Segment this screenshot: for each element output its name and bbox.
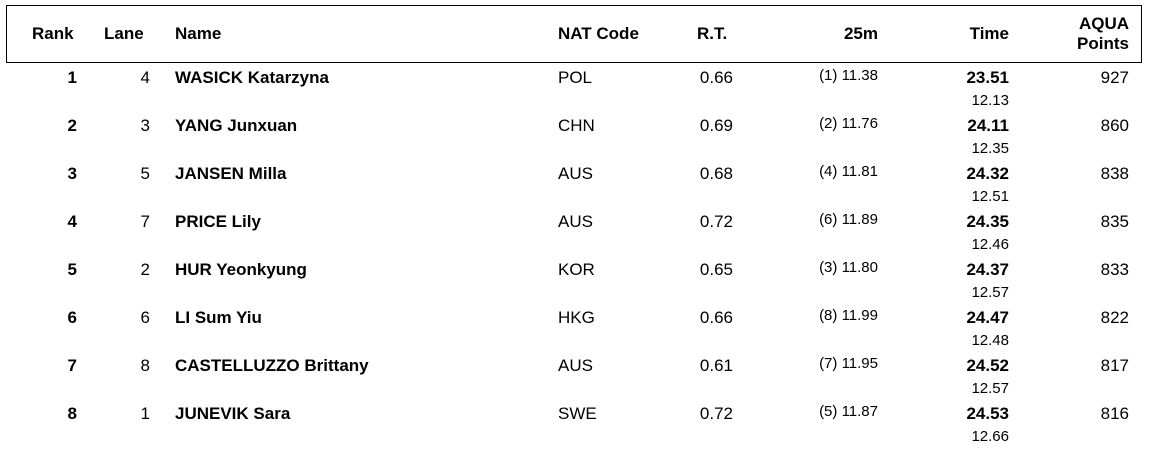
reaction-time: 0.61 bbox=[699, 356, 733, 375]
rank: 4 bbox=[67, 212, 77, 231]
nat-code: AUS bbox=[558, 212, 593, 231]
split-25m: (8) 11.99 bbox=[819, 307, 878, 324]
athlete-name: YANG Junxuan bbox=[175, 116, 298, 135]
lane: 3 bbox=[140, 116, 150, 135]
aqua-points: 822 bbox=[1100, 308, 1129, 327]
final-time: 24.35 bbox=[966, 212, 1009, 231]
column-header: 25m bbox=[843, 24, 878, 43]
column-header: R.T. bbox=[697, 24, 728, 43]
athlete-name: WASICK Katarzyna bbox=[175, 68, 329, 87]
column-header: Time bbox=[969, 24, 1009, 43]
nat-code: AUS bbox=[558, 356, 593, 375]
split-25m: (1) 11.38 bbox=[819, 67, 878, 84]
split-25m: (2) 11.76 bbox=[819, 115, 878, 132]
reaction-time: 0.66 bbox=[699, 68, 733, 87]
split-25m: (3) 11.80 bbox=[819, 259, 878, 276]
split-time: 12.35 bbox=[971, 140, 1009, 157]
split-time: 12.48 bbox=[971, 332, 1009, 349]
split-25m: (6) 11.89 bbox=[819, 211, 878, 228]
reaction-time: 0.69 bbox=[699, 116, 733, 135]
reaction-time: 0.68 bbox=[699, 164, 733, 183]
final-time: 24.11 bbox=[967, 116, 1009, 135]
aqua-points: 838 bbox=[1100, 164, 1129, 183]
rank: 6 bbox=[67, 308, 77, 327]
column-header: Name bbox=[175, 24, 222, 43]
aqua-points: 817 bbox=[1100, 356, 1129, 375]
split-time: 12.57 bbox=[971, 380, 1009, 397]
aqua-points: 833 bbox=[1100, 260, 1129, 279]
rank: 5 bbox=[67, 260, 77, 279]
athlete-name: LI Sum Yiu bbox=[175, 308, 262, 327]
lane: 5 bbox=[140, 164, 150, 183]
nat-code: CHN bbox=[558, 116, 595, 135]
lane: 4 bbox=[140, 68, 150, 87]
lane: 2 bbox=[140, 260, 150, 279]
aqua-points: 927 bbox=[1100, 68, 1129, 87]
column-header: Rank bbox=[32, 24, 74, 43]
column-header: AQUA Points bbox=[1077, 14, 1129, 53]
split-time: 12.66 bbox=[971, 428, 1009, 445]
split-time: 12.46 bbox=[971, 236, 1009, 253]
athlete-name: JANSEN Milla bbox=[175, 164, 287, 183]
final-time: 24.47 bbox=[966, 308, 1009, 327]
split-25m: (4) 11.81 bbox=[819, 163, 878, 180]
reaction-time: 0.72 bbox=[699, 404, 733, 423]
final-time: 23.51 bbox=[966, 68, 1009, 87]
reaction-time: 0.65 bbox=[699, 260, 733, 279]
lane: 6 bbox=[140, 308, 150, 327]
final-time: 24.32 bbox=[966, 164, 1009, 183]
rank: 8 bbox=[67, 404, 77, 423]
nat-code: SWE bbox=[558, 404, 597, 423]
split-25m: (7) 11.95 bbox=[819, 355, 878, 372]
split-25m: (5) 11.87 bbox=[819, 403, 878, 420]
split-time: 12.13 bbox=[971, 92, 1009, 109]
nat-code: HKG bbox=[558, 308, 595, 327]
final-time: 24.53 bbox=[966, 404, 1009, 423]
aqua-points: 835 bbox=[1100, 212, 1129, 231]
nat-code: KOR bbox=[558, 260, 595, 279]
athlete-name: JUNEVIK Sara bbox=[175, 404, 291, 423]
reaction-time: 0.66 bbox=[699, 308, 733, 327]
rank: 2 bbox=[67, 116, 77, 135]
lane: 7 bbox=[140, 212, 150, 231]
split-time: 12.57 bbox=[971, 284, 1009, 301]
rank: 1 bbox=[67, 68, 77, 87]
column-header: Lane bbox=[104, 24, 144, 43]
athlete-name: CASTELLUZZO Brittany bbox=[175, 356, 369, 375]
final-time: 24.37 bbox=[966, 260, 1009, 279]
aqua-points: 860 bbox=[1100, 116, 1129, 135]
reaction-time: 0.72 bbox=[699, 212, 733, 231]
aqua-points: 816 bbox=[1100, 404, 1129, 423]
split-time: 12.51 bbox=[971, 188, 1009, 205]
nat-code: POL bbox=[558, 68, 593, 87]
athlete-name: HUR Yeonkyung bbox=[175, 260, 307, 279]
rank: 7 bbox=[67, 356, 77, 375]
final-time: 24.52 bbox=[966, 356, 1009, 375]
header-box bbox=[6, 5, 1142, 63]
column-header: NAT Code bbox=[558, 24, 639, 43]
lane: 8 bbox=[140, 356, 150, 375]
nat-code: AUS bbox=[558, 164, 593, 183]
rank: 3 bbox=[67, 164, 77, 183]
athlete-name: PRICE Lily bbox=[175, 212, 261, 231]
lane: 1 bbox=[140, 404, 150, 423]
